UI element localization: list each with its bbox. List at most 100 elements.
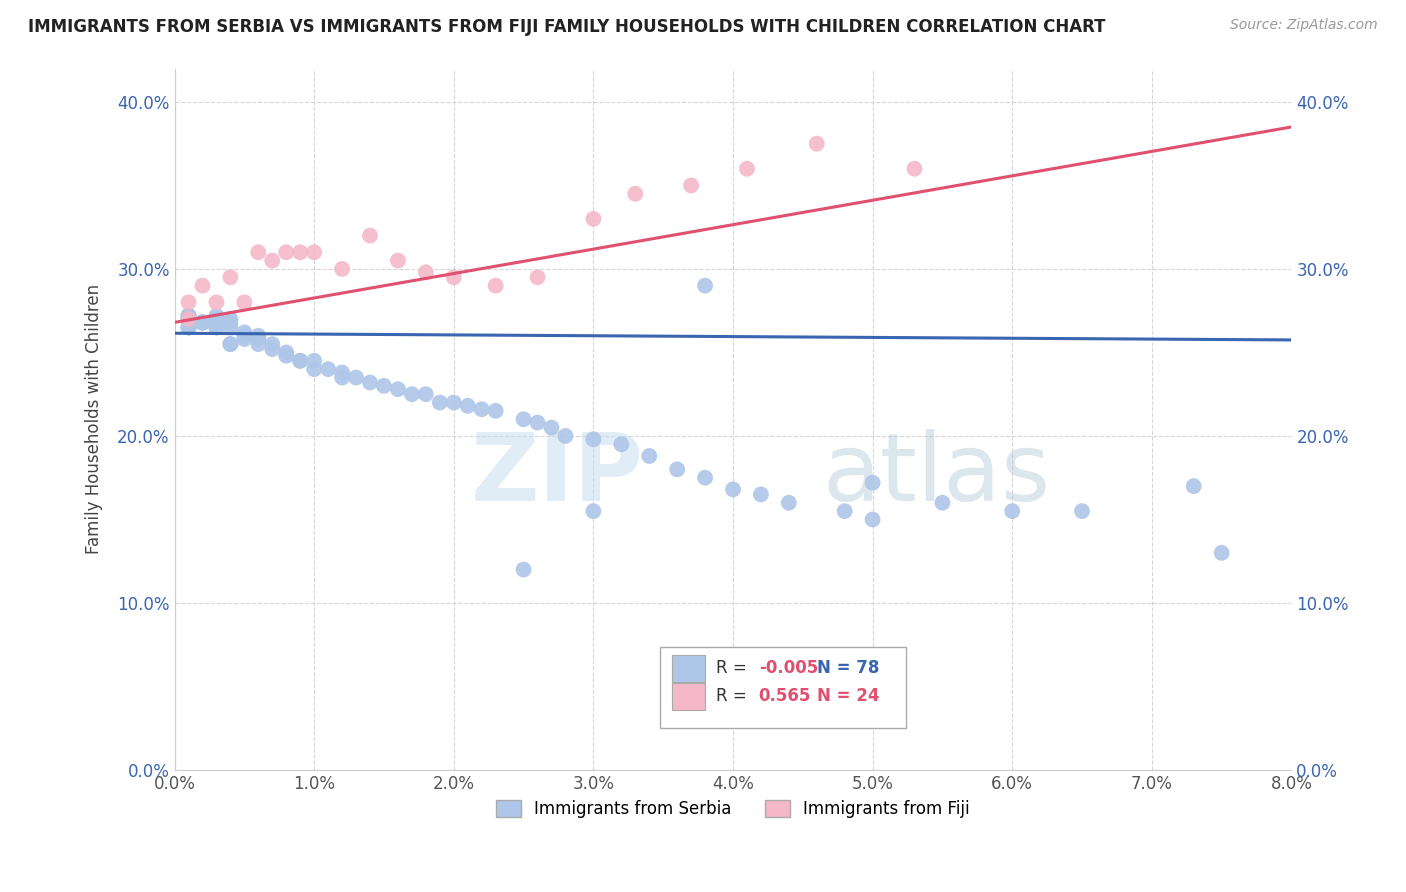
Point [401, 387, 423, 401]
Point [330, 366, 353, 380]
Legend: Immigrants from Serbia, Immigrants from Fiji: Immigrants from Serbia, Immigrants from … [489, 793, 977, 825]
Point [219, 337, 242, 351]
Point [276, 349, 298, 363]
Point [862, 512, 884, 526]
Point [834, 504, 856, 518]
Point [540, 420, 562, 434]
Point [177, 312, 200, 326]
Point [330, 370, 353, 384]
Point [191, 315, 214, 329]
Point [735, 161, 758, 176]
Point [177, 320, 200, 334]
Point [205, 312, 228, 326]
Point [415, 265, 437, 279]
Point [276, 245, 298, 260]
Point [219, 270, 242, 285]
Point [931, 496, 953, 510]
Point [290, 353, 312, 368]
Text: Source: ZipAtlas.com: Source: ZipAtlas.com [1230, 18, 1378, 32]
Point [582, 432, 605, 446]
Point [191, 278, 214, 293]
Point [1182, 479, 1205, 493]
Point [177, 309, 200, 323]
Point [191, 315, 214, 329]
Point [233, 326, 256, 340]
Point [512, 412, 534, 426]
Point [247, 245, 270, 260]
Point [219, 337, 242, 351]
Point [247, 337, 270, 351]
Point [177, 312, 200, 326]
Point [262, 342, 284, 356]
Point [205, 320, 228, 334]
Point [526, 270, 548, 285]
Point [219, 315, 242, 329]
Point [443, 270, 465, 285]
Point [681, 178, 703, 193]
Text: -0.005: -0.005 [759, 659, 818, 677]
Point [582, 504, 605, 518]
Point [344, 370, 367, 384]
Point [302, 245, 325, 260]
Point [177, 320, 200, 334]
Text: N = 78: N = 78 [817, 659, 879, 677]
Point [177, 320, 200, 334]
Point [205, 295, 228, 310]
Point [512, 563, 534, 577]
Point [262, 337, 284, 351]
Point [247, 328, 270, 343]
Point [1071, 504, 1094, 518]
Text: IMMIGRANTS FROM SERBIA VS IMMIGRANTS FROM FIJI FAMILY HOUSEHOLDS WITH CHILDREN C: IMMIGRANTS FROM SERBIA VS IMMIGRANTS FRO… [28, 18, 1105, 36]
Point [290, 245, 312, 260]
Point [862, 475, 884, 490]
Point [485, 278, 508, 293]
Point [903, 161, 925, 176]
Point [205, 320, 228, 334]
Text: N = 24: N = 24 [817, 688, 879, 706]
Bar [672, 683, 704, 710]
Point [666, 462, 689, 476]
Bar [661, 648, 905, 728]
Text: R =: R = [716, 659, 752, 677]
Point [205, 312, 228, 326]
Point [387, 382, 409, 396]
Point [749, 487, 772, 501]
Point [233, 332, 256, 346]
Point [526, 416, 548, 430]
Point [191, 315, 214, 329]
Point [359, 228, 381, 243]
Text: atlas: atlas [823, 429, 1050, 522]
Point [485, 404, 508, 418]
Point [330, 262, 353, 277]
Point [582, 211, 605, 226]
Point [638, 449, 661, 463]
Point [316, 362, 339, 376]
Point [177, 309, 200, 323]
Point [247, 332, 270, 346]
Point [415, 387, 437, 401]
Point [457, 399, 479, 413]
Point [205, 309, 228, 323]
Point [721, 483, 744, 497]
Point [471, 402, 494, 417]
Point [219, 312, 242, 326]
Point [693, 278, 716, 293]
Point [693, 471, 716, 485]
Y-axis label: Family Households with Children: Family Households with Children [86, 285, 103, 554]
Point [191, 315, 214, 329]
Point [233, 295, 256, 310]
Point [191, 315, 214, 329]
Point [177, 295, 200, 310]
Point [429, 395, 451, 409]
Bar [672, 655, 704, 681]
Point [177, 320, 200, 334]
Point [624, 186, 647, 201]
Point [806, 136, 828, 151]
Text: 0.565: 0.565 [759, 688, 811, 706]
Point [233, 328, 256, 343]
Point [177, 309, 200, 323]
Point [276, 345, 298, 359]
Point [778, 496, 800, 510]
Point [387, 253, 409, 268]
Point [1211, 546, 1233, 560]
